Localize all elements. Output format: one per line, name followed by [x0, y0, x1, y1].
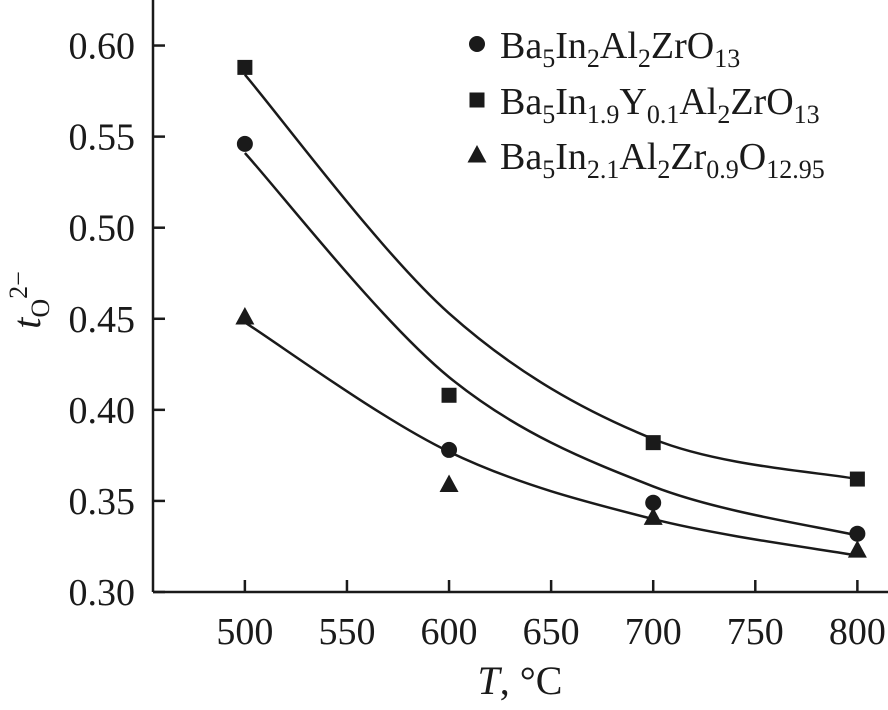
y-tick-label: 0.55 [69, 117, 136, 159]
svg-text:tO2−: tO2− [4, 271, 55, 329]
svg-text:T, °C: T, °C [478, 658, 563, 703]
data-point-square [645, 435, 661, 451]
y-ticks: 0.30 0.35 0.40 0.45 0.50 0.55 0.60 [69, 26, 165, 614]
legend-item: Ba5In2.1Al2Zr0.9O12.95 [467, 136, 825, 184]
legend-item: Ba5In2Al2ZrO13 [469, 25, 740, 73]
x-tick-label: 600 [421, 611, 478, 653]
legend-label: Ba5In2.1Al2Zr0.9O12.95 [500, 136, 825, 184]
legend-marker-square [469, 92, 485, 108]
data-point-triangle [643, 507, 663, 525]
legend-label: Ba5In2Al2ZrO13 [500, 25, 740, 73]
x-tick-label: 750 [727, 611, 784, 653]
legend: Ba5In2Al2ZrO13 Ba5In1.9Y0.1Al2ZrO13 Ba5In2… [467, 25, 825, 184]
y-axis-title: tO2− [4, 271, 55, 329]
y-tick-label: 0.30 [69, 572, 136, 614]
data-point-square [849, 471, 865, 487]
y-tick-label: 0.50 [69, 208, 136, 250]
x-axis-title-var: T [478, 658, 503, 703]
data-point-circle [645, 494, 662, 511]
x-tick-label: 500 [216, 611, 273, 653]
x-axis-title: T, °C [478, 658, 563, 703]
legend-item: Ba5In1.9Y0.1Al2ZrO13 [469, 81, 820, 129]
x-tick-label: 700 [625, 611, 682, 653]
data-point-triangle [439, 474, 459, 493]
legend-marker-circle [469, 36, 485, 52]
data-point-circle [236, 135, 253, 152]
y-tick-label: 0.45 [69, 299, 136, 341]
data-points [235, 59, 867, 558]
y-axis-title-var: t [4, 317, 49, 329]
y-tick-label: 0.60 [69, 26, 136, 68]
data-point-circle [441, 441, 458, 458]
y-tick-label: 0.40 [69, 390, 136, 432]
legend-marker-triangle [467, 145, 487, 163]
y-axis-title-sub: O [26, 299, 55, 318]
data-point-circle [849, 525, 866, 542]
fit-curves [243, 73, 858, 557]
x-tick-label: 550 [318, 611, 375, 653]
data-point-triangle [847, 540, 867, 558]
x-tick-label: 800 [829, 611, 886, 653]
data-point-square [237, 59, 253, 75]
data-point-square [441, 387, 457, 403]
plot-area: 500 550 600 650 700 750 800 0.300.350.400.450.… [69, 0, 888, 653]
x-axis-title-unit: , °C [500, 658, 563, 703]
data-point-triangle [235, 306, 255, 325]
y-axis-title-sup: 2− [4, 271, 33, 299]
y-tick-label: 0.35 [69, 481, 136, 523]
x-tick-label: 650 [523, 611, 580, 653]
fit-curve-circle [243, 152, 858, 537]
legend-label: Ba5In1.9Y0.1Al2ZrO13 [500, 81, 820, 129]
fit-curve-square [243, 73, 858, 481]
x-ticks: 500 550 600 650 700 750 800 [216, 580, 886, 653]
fit-curve-triangle [244, 321, 858, 557]
